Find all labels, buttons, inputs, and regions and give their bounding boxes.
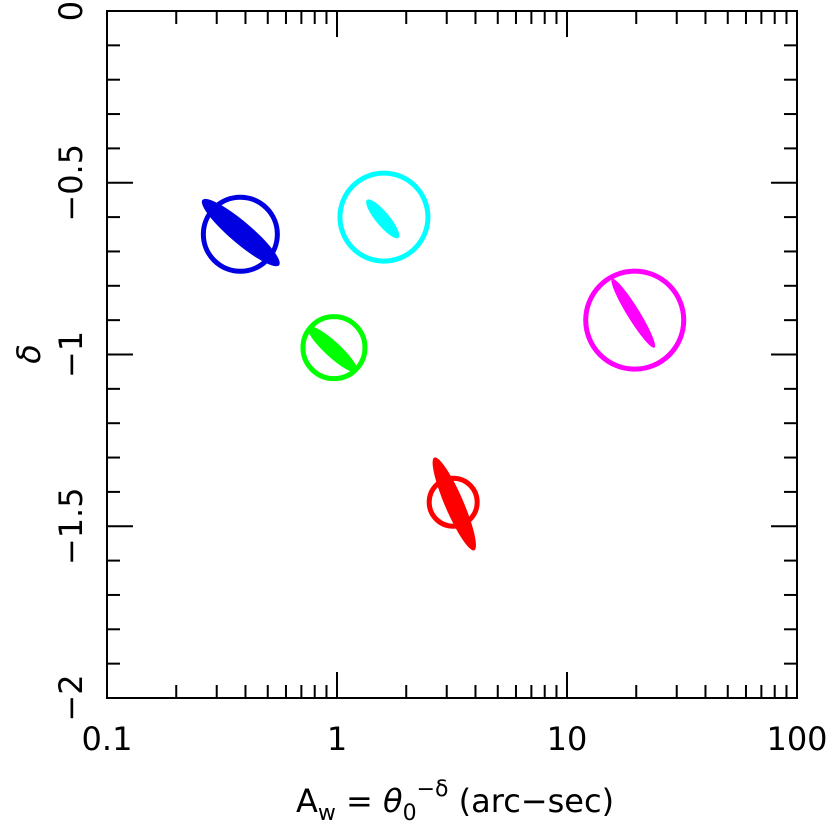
series-1: [200, 194, 280, 274]
y-tick-label: −1: [52, 331, 90, 378]
confidence-circle: [426, 475, 480, 529]
confidence-ellipse: [432, 457, 476, 551]
series-5: [426, 457, 480, 551]
data-marks: [200, 170, 687, 551]
confidence-circle: [583, 268, 687, 372]
confidence-circle: [300, 314, 368, 382]
y-axis-title: δ: [10, 344, 48, 364]
y-tick-label: −0.5: [52, 144, 90, 222]
confidence-ellipse: [611, 278, 656, 348]
y-tick-label: 0: [52, 1, 90, 21]
series-3: [300, 314, 368, 382]
series-2: [337, 170, 431, 264]
x-tick-label: 10: [547, 720, 588, 758]
confidence-ellipse: [201, 198, 280, 267]
confidence-circle: [200, 194, 280, 274]
confidence-circle: [337, 170, 431, 264]
x-tick-label: 0.1: [82, 720, 133, 758]
series-4: [583, 268, 687, 372]
y-tick-label: −2: [52, 674, 90, 721]
confidence-ellipse: [307, 326, 358, 373]
y-tick-label: −1.5: [52, 487, 90, 565]
x-tick-label: 100: [766, 720, 827, 758]
plot-frame: [106, 10, 798, 699]
axes: 0.1 1 10 100 0 −0.5 −1 −1.5 −2: [52, 1, 828, 758]
confidence-ellipse: [366, 199, 400, 239]
axis-labels: Aw = θ0−δ (arc−sec) δ: [10, 344, 614, 826]
x-axis-title: Aw = θ0−δ (arc−sec): [296, 777, 614, 826]
x-tick-label: 1: [327, 720, 347, 758]
